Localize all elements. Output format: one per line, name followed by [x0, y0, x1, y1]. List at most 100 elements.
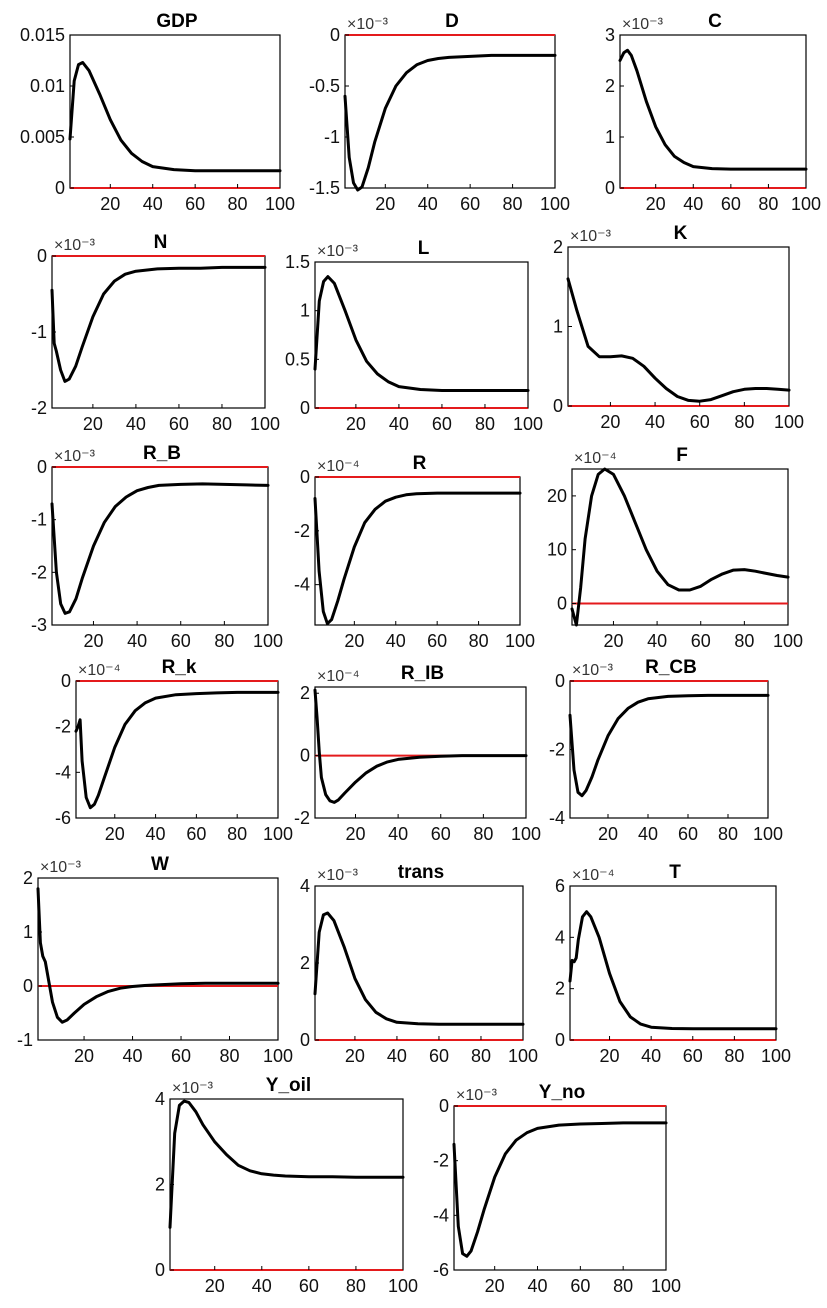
y-tick-label: -4	[55, 762, 71, 782]
plot-area	[314, 686, 527, 819]
y-tick-label: 0	[300, 746, 310, 766]
y-tick-label: -4	[549, 808, 565, 828]
x-tick-label: 80	[724, 1046, 744, 1066]
x-tick-label: 100	[761, 1046, 791, 1066]
panel-r-b: -3 -2 -1 0 20 40 60 80 100 ×10⁻³ R_B	[31, 443, 283, 651]
x-tick-label: 40	[252, 1276, 272, 1296]
y-tick-label: 2	[300, 683, 310, 703]
y-tick-label: -2	[433, 1151, 449, 1171]
panel-f: 0 10 20 20 40 60 80 100 ×10⁻⁴ F	[547, 445, 803, 651]
x-tick-label: 40	[641, 1046, 661, 1066]
y-tick-label: 6	[555, 876, 565, 896]
y-tick-label: 2	[553, 237, 563, 257]
x-tick-label: 60	[186, 824, 206, 844]
x-tick-label: 20	[105, 824, 125, 844]
x-tick-label: 80	[228, 194, 248, 214]
x-tick-label: 20	[485, 1276, 505, 1296]
y-tick-label: -2	[31, 562, 47, 582]
x-tick-label: 20	[83, 631, 103, 651]
panel-title: R	[413, 453, 427, 474]
y-tick-label: 4	[300, 876, 310, 896]
x-tick-label: 60	[683, 1046, 703, 1066]
x-tick-label: 80	[471, 1046, 491, 1066]
plot-area	[51, 466, 269, 626]
x-tick-label: 40	[127, 631, 147, 651]
x-tick-label: 100	[774, 412, 804, 432]
x-tick-label: 40	[386, 631, 406, 651]
y-tick-label: 10	[547, 540, 567, 560]
panel-k: 0 1 2 20 40 60 80 100 ×10⁻³ K	[553, 223, 804, 432]
plot-area	[314, 476, 521, 626]
x-tick-label: 20	[344, 631, 364, 651]
y-tick-label: 0	[300, 398, 310, 418]
x-tick-label: 60	[427, 631, 447, 651]
y-tick-label: -2	[294, 808, 310, 828]
panel-title: trans	[398, 862, 444, 883]
plot-area	[37, 877, 279, 1041]
series-line	[570, 467, 790, 627]
y-tick-label: 0	[439, 1096, 449, 1116]
panel-title: R_B	[143, 443, 181, 464]
panel-title: Y_oil	[266, 1075, 311, 1096]
x-tick-label: 100	[253, 631, 283, 651]
x-tick-label: 100	[511, 824, 541, 844]
y-tick-label: 0	[605, 178, 615, 198]
axis-multiplier: ×10⁻⁴	[317, 458, 360, 475]
x-tick-label: 20	[600, 1046, 620, 1066]
y-tick-label: 0	[330, 25, 340, 45]
x-tick-label: 100	[505, 631, 535, 651]
panel-title: C	[708, 11, 722, 32]
y-tick-label: 1	[23, 922, 33, 942]
y-tick-label: -1	[17, 1030, 33, 1050]
x-tick-label: 40	[387, 1046, 407, 1066]
axis-multiplier: ×10⁻⁴	[574, 450, 617, 467]
axis-multiplier: ×10⁻³	[317, 243, 359, 260]
x-tick-label: 100	[773, 631, 803, 651]
plot-area	[169, 1098, 404, 1271]
x-tick-label: 60	[185, 194, 205, 214]
x-tick-label: 100	[753, 824, 783, 844]
x-tick-label: 60	[171, 631, 191, 651]
panel-title: W	[151, 854, 169, 875]
y-tick-label: 0	[557, 593, 567, 613]
plot-area	[569, 885, 777, 1041]
y-tick-label: 0.01	[30, 76, 65, 96]
axis-multiplier: ×10⁻⁴	[572, 867, 615, 884]
series-line	[50, 265, 267, 383]
x-tick-label: 60	[299, 1276, 319, 1296]
series-line	[568, 910, 778, 1031]
y-tick-label: -2	[55, 717, 71, 737]
x-tick-label: 60	[691, 631, 711, 651]
x-tick-label: 80	[219, 1046, 239, 1066]
x-tick-label: 100	[540, 194, 570, 214]
panel-d: -1.5 -1 -0.5 0 20 40 60 80 100 ×10⁻³ D	[309, 11, 570, 214]
y-tick-label: -3	[31, 615, 47, 635]
x-tick-label: 40	[527, 1276, 547, 1296]
x-tick-label: 20	[205, 1276, 225, 1296]
x-tick-label: 40	[146, 824, 166, 844]
x-tick-label: 60	[432, 414, 452, 434]
y-tick-label: 0	[23, 976, 33, 996]
x-tick-label: 20	[100, 194, 120, 214]
series-line	[36, 887, 280, 1024]
series-line	[168, 1099, 405, 1229]
plot-area	[69, 34, 281, 189]
x-tick-label: 80	[469, 631, 489, 651]
panel-n: -2 -1 0 20 40 60 80 100 ×10⁻³ N	[31, 232, 280, 434]
series-line	[343, 53, 557, 192]
y-tick-label: -2	[31, 398, 47, 418]
y-tick-label: 2	[555, 979, 565, 999]
series-line	[74, 690, 280, 810]
axis-multiplier: ×10⁻⁴	[317, 668, 360, 685]
y-tick-label: -1	[324, 127, 340, 147]
x-tick-label: 60	[690, 412, 710, 432]
x-tick-label: 20	[646, 194, 666, 214]
plot-area	[567, 246, 790, 407]
y-tick-label: -4	[433, 1205, 449, 1225]
x-tick-label: 40	[683, 194, 703, 214]
x-tick-label: 60	[460, 194, 480, 214]
panel-c: 0 1 2 3 20 40 60 80 100 ×10⁻³ C	[605, 11, 821, 214]
series-line	[313, 275, 530, 392]
panel-title: GDP	[156, 11, 198, 32]
x-tick-label: 80	[718, 824, 738, 844]
